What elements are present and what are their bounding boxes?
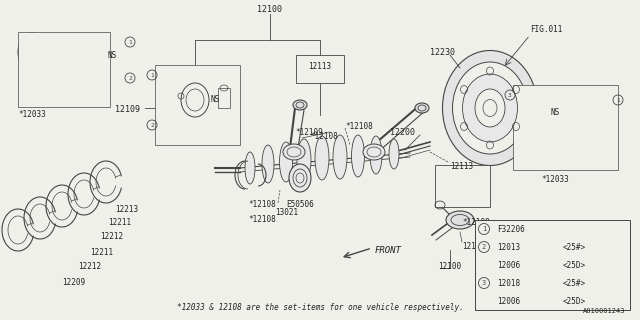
Text: NS: NS — [211, 95, 220, 104]
Text: 12230: 12230 — [430, 48, 455, 57]
Text: 12200: 12200 — [390, 128, 415, 137]
Bar — [18, 32, 110, 107]
Text: 12113: 12113 — [308, 62, 332, 71]
Text: *12109: *12109 — [462, 218, 490, 227]
Text: NS: NS — [550, 108, 559, 117]
Ellipse shape — [280, 142, 292, 182]
Text: *12033 & 12108 are the set-items for one vehicle respectively.: *12033 & 12108 are the set-items for one… — [177, 303, 463, 313]
Ellipse shape — [351, 135, 365, 177]
Text: 12006: 12006 — [497, 297, 520, 306]
Ellipse shape — [283, 144, 305, 160]
Text: 12211: 12211 — [108, 218, 131, 227]
Text: *12033: *12033 — [18, 110, 45, 119]
Bar — [527, 98, 539, 114]
Text: <25D>: <25D> — [563, 260, 586, 269]
Text: 2: 2 — [482, 244, 486, 250]
Ellipse shape — [446, 211, 474, 229]
Text: FIG.011: FIG.011 — [530, 25, 563, 34]
Bar — [475, 220, 630, 310]
Text: NS: NS — [108, 51, 116, 60]
Bar — [218, 88, 230, 108]
Text: *12108: *12108 — [248, 200, 276, 209]
Ellipse shape — [370, 136, 382, 174]
Text: 2: 2 — [128, 76, 132, 81]
Text: 1: 1 — [616, 98, 620, 102]
Text: A010001243: A010001243 — [582, 308, 625, 314]
Text: 1: 1 — [128, 39, 132, 44]
Bar — [435, 165, 490, 207]
Bar — [78, 48, 86, 60]
Text: F32206: F32206 — [497, 225, 525, 234]
Ellipse shape — [297, 139, 311, 181]
Text: *12108: *12108 — [345, 122, 372, 131]
Text: 12109: 12109 — [115, 105, 140, 114]
Text: 12209: 12209 — [62, 278, 85, 287]
Text: 12100: 12100 — [257, 5, 282, 14]
Text: *12033: *12033 — [541, 175, 569, 184]
Text: 12013: 12013 — [497, 243, 520, 252]
Text: 12018: 12018 — [497, 278, 520, 287]
Text: <25D>: <25D> — [563, 297, 586, 306]
Text: 1: 1 — [482, 226, 486, 232]
Ellipse shape — [293, 100, 307, 110]
Ellipse shape — [475, 89, 505, 127]
Ellipse shape — [315, 136, 329, 180]
Bar — [513, 85, 618, 170]
Text: 3: 3 — [482, 280, 486, 286]
Text: FRONT: FRONT — [375, 245, 402, 254]
Text: <25#>: <25#> — [563, 278, 586, 287]
Bar — [155, 65, 240, 145]
Text: 13021: 13021 — [275, 208, 298, 217]
Ellipse shape — [389, 139, 399, 169]
Text: 3: 3 — [508, 92, 512, 98]
Text: 12212: 12212 — [100, 232, 123, 241]
Ellipse shape — [289, 164, 311, 192]
Text: *12108: *12108 — [310, 132, 338, 141]
Bar — [62, 40, 70, 56]
Ellipse shape — [415, 103, 429, 113]
Text: <25#>: <25#> — [563, 243, 586, 252]
Text: 2: 2 — [150, 123, 154, 127]
Ellipse shape — [262, 145, 274, 183]
Text: 12006: 12006 — [497, 260, 520, 269]
Ellipse shape — [245, 152, 255, 184]
Ellipse shape — [333, 135, 347, 179]
Text: *12109: *12109 — [295, 128, 323, 137]
Ellipse shape — [442, 51, 538, 165]
Text: 12211: 12211 — [90, 248, 113, 257]
Text: 12109: 12109 — [462, 242, 485, 251]
Bar — [296, 55, 344, 83]
Text: 12100: 12100 — [438, 262, 461, 271]
Text: *12108: *12108 — [450, 165, 477, 174]
Ellipse shape — [452, 62, 527, 154]
Text: 12113: 12113 — [451, 162, 474, 171]
Text: 1: 1 — [150, 73, 154, 77]
Text: 12212: 12212 — [78, 262, 101, 271]
Text: 12213: 12213 — [115, 205, 138, 214]
Bar — [70, 44, 78, 58]
Text: *12108: *12108 — [248, 215, 276, 224]
Ellipse shape — [363, 144, 385, 160]
Text: E50506: E50506 — [286, 200, 314, 209]
Ellipse shape — [463, 74, 518, 142]
